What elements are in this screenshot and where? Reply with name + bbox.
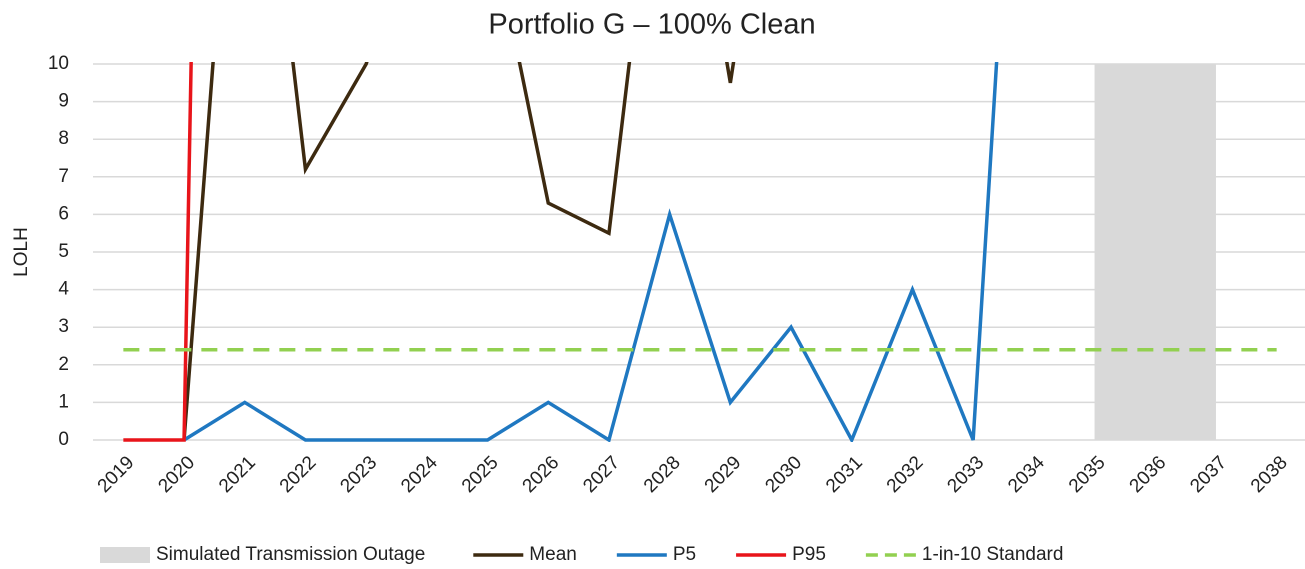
x-tick-label: 2019 <box>94 452 139 497</box>
y-tick-label: 0 <box>58 429 69 450</box>
x-tick-label: 2031 <box>822 452 867 497</box>
y-tick-label: 9 <box>58 91 69 112</box>
y-tick-label: 2 <box>58 354 69 375</box>
legend-label: 1-in-10 Standard <box>922 544 1064 565</box>
y-tick-label: 6 <box>58 203 69 224</box>
series-line <box>183 62 999 442</box>
x-tick-label: 2024 <box>397 452 442 497</box>
legend-label: Mean <box>529 544 577 565</box>
legend-label: P95 <box>792 544 826 565</box>
x-tick-label: 2038 <box>1247 452 1292 497</box>
legend-label: P5 <box>673 544 696 565</box>
y-tick-label: 8 <box>58 128 69 149</box>
legend-swatch <box>100 547 150 563</box>
x-tick-label: 2030 <box>761 452 806 497</box>
x-tick-label: 2028 <box>640 452 685 497</box>
x-tick-label: 2021 <box>215 452 260 497</box>
x-tick-label: 2034 <box>1004 452 1049 497</box>
y-tick-label: 1 <box>58 391 69 412</box>
x-tick-label: 2029 <box>701 452 746 497</box>
x-tick-label: 2033 <box>943 452 988 497</box>
y-tick-label: 5 <box>58 241 69 262</box>
x-tick-label: 2035 <box>1065 452 1110 497</box>
x-tick-label: 2020 <box>154 452 199 497</box>
y-tick-label: 4 <box>58 279 69 300</box>
x-tick-label: 2026 <box>519 452 564 497</box>
x-tick-label: 2036 <box>1126 452 1171 497</box>
x-tick-label: 2022 <box>276 452 321 497</box>
legend-label: Simulated Transmission Outage <box>156 544 425 565</box>
series-line <box>123 62 193 442</box>
x-tick-label: 2027 <box>579 452 624 497</box>
y-tick-label: 10 <box>48 53 69 74</box>
y-tick-label: 7 <box>58 166 69 187</box>
x-tick-label: 2023 <box>336 452 381 497</box>
y-tick-label: 3 <box>58 316 69 337</box>
plot-lines <box>123 62 1277 442</box>
y-axis-label: LOLH <box>11 227 32 277</box>
chart-title: Portfolio G – 100% Clean <box>488 9 815 41</box>
series-line <box>182 62 736 441</box>
x-tick-label: 2025 <box>458 452 503 497</box>
x-tick-label: 2032 <box>883 452 928 497</box>
x-tick-label: 2037 <box>1186 452 1231 497</box>
